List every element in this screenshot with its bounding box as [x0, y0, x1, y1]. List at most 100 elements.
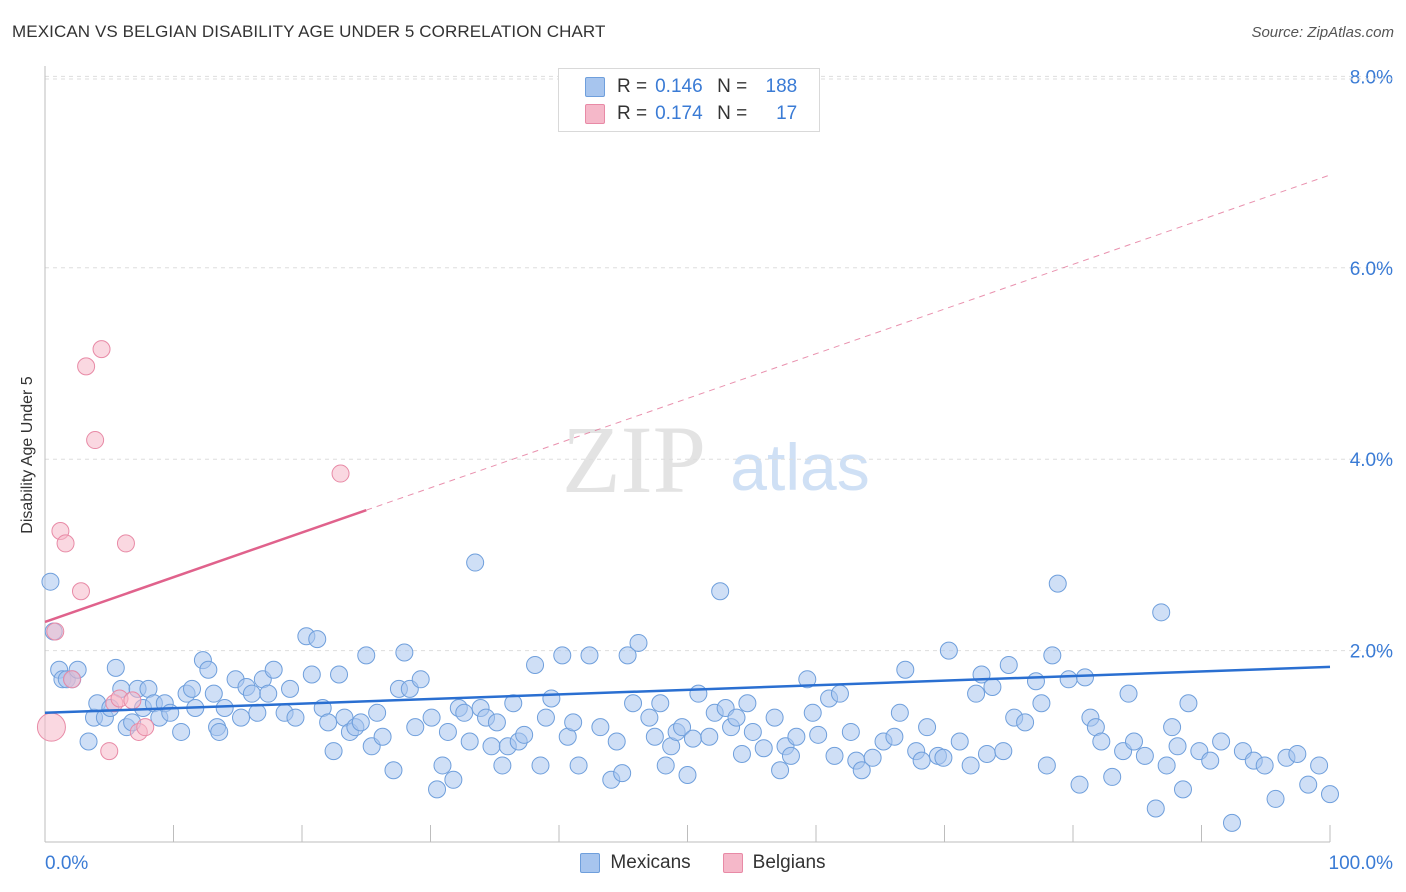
point-mexicans: [673, 718, 692, 737]
point-belgians: [36, 712, 66, 742]
point-mexicans: [460, 732, 479, 751]
point-mexicans: [950, 732, 969, 751]
point-mexicans: [618, 646, 637, 665]
point-mexicans: [580, 646, 599, 665]
mexicans-swatch: [585, 77, 605, 97]
point-belgians: [331, 464, 350, 483]
point-belgians: [100, 742, 119, 761]
point-mexicans: [281, 679, 300, 698]
point-mexicans: [569, 756, 588, 775]
point-belgians: [116, 534, 135, 553]
point-mexicans: [199, 660, 218, 679]
point-mexicans: [809, 725, 828, 744]
point-mexicans: [1212, 732, 1231, 751]
point-mexicans: [754, 739, 773, 758]
point-mexicans: [1152, 603, 1171, 622]
stats-row-mexicans: R = 0.146 N = 188: [585, 74, 797, 100]
point-mexicans: [743, 722, 762, 741]
point-mexicans: [330, 665, 349, 684]
point-mexicans: [983, 677, 1002, 696]
n-label: N =: [717, 76, 748, 97]
point-mexicans: [1016, 713, 1035, 732]
point-mexicans: [1059, 670, 1078, 689]
point-belgians: [123, 691, 142, 710]
point-mexicans: [302, 665, 321, 684]
point-mexicans: [678, 766, 697, 785]
point-mexicans: [787, 727, 806, 746]
point-mexicans: [689, 684, 708, 703]
point-mexicans: [607, 732, 626, 751]
point-mexicans: [934, 748, 953, 767]
source-label: Source: ZipAtlas.com: [1251, 24, 1394, 41]
point-belgians: [46, 622, 65, 641]
point-mexicans: [1032, 694, 1051, 713]
series-belgians: [36, 340, 350, 761]
point-belgians: [92, 340, 111, 359]
point-mexicans: [803, 703, 822, 722]
r-label: R =: [617, 103, 648, 124]
chart-title: MEXICAN VS BELGIAN DISABILITY AGE UNDER …: [12, 22, 606, 41]
point-mexicans: [444, 770, 463, 789]
point-mexicans: [896, 660, 915, 679]
stats-row-belgians: R = 0.174 N = 17: [585, 101, 797, 127]
point-mexicans: [629, 633, 648, 652]
point-mexicans: [1321, 785, 1339, 804]
point-mexicans: [1168, 737, 1187, 756]
point-mexicans: [645, 727, 664, 746]
point-mexicans: [1157, 756, 1176, 775]
point-mexicans: [1048, 574, 1067, 593]
point-mexicans: [422, 708, 441, 727]
point-mexicans: [357, 646, 376, 665]
point-mexicans: [466, 553, 485, 572]
point-mexicans: [591, 718, 610, 737]
point-mexicans: [841, 722, 860, 741]
point-mexicans: [1255, 756, 1274, 775]
trendline-belgians-extension: [366, 174, 1331, 511]
point-mexicans: [1146, 799, 1165, 818]
point-mexicans: [771, 761, 790, 780]
point-mexicans: [215, 699, 234, 718]
point-mexicans: [624, 694, 643, 713]
chart-legend: Mexicans Belgians: [0, 852, 1406, 874]
point-mexicans: [1124, 732, 1143, 751]
point-mexicans: [656, 756, 675, 775]
point-mexicans: [885, 727, 904, 746]
point-mexicans: [351, 713, 370, 732]
point-mexicans: [264, 660, 283, 679]
point-mexicans: [248, 703, 267, 722]
point-mexicans: [553, 646, 572, 665]
point-belgians: [77, 357, 96, 376]
legend-item-mexicans[interactable]: Mexicans: [580, 852, 691, 874]
point-mexicans: [564, 713, 583, 732]
legend-swatch-belgians: [722, 853, 743, 873]
point-mexicans: [493, 756, 512, 775]
point-mexicans: [1119, 684, 1138, 703]
x-tick-label: 100.0%: [1329, 853, 1394, 874]
legend-swatch-mexicans: [580, 853, 601, 873]
point-mexicans: [1103, 767, 1122, 786]
trendline-mexicans: [44, 665, 1331, 715]
point-mexicans: [999, 655, 1018, 674]
y-tick-label: 2.0%: [1350, 642, 1393, 663]
x-tick-label: 0.0%: [45, 853, 88, 874]
point-mexicans: [1266, 789, 1285, 808]
point-mexicans: [967, 684, 986, 703]
legend-item-belgians[interactable]: Belgians: [722, 852, 826, 874]
point-belgians: [62, 670, 81, 689]
mexicans-r-value: 0.146: [655, 76, 703, 97]
point-mexicans: [781, 746, 800, 765]
point-mexicans: [977, 744, 996, 763]
point-mexicans: [994, 742, 1013, 761]
point-mexicans: [1288, 744, 1307, 763]
point-belgians: [86, 431, 105, 450]
point-mexicans: [939, 641, 958, 660]
point-mexicans: [242, 684, 261, 703]
point-mexicans: [286, 708, 305, 727]
point-mexicans: [161, 703, 180, 722]
point-mexicans: [918, 718, 937, 737]
stats-box: R = 0.146 N = 188 R = 0.174 N = 17: [558, 68, 820, 132]
point-mexicans: [825, 746, 844, 765]
point-mexicans: [613, 764, 632, 783]
point-mexicans: [232, 708, 251, 727]
